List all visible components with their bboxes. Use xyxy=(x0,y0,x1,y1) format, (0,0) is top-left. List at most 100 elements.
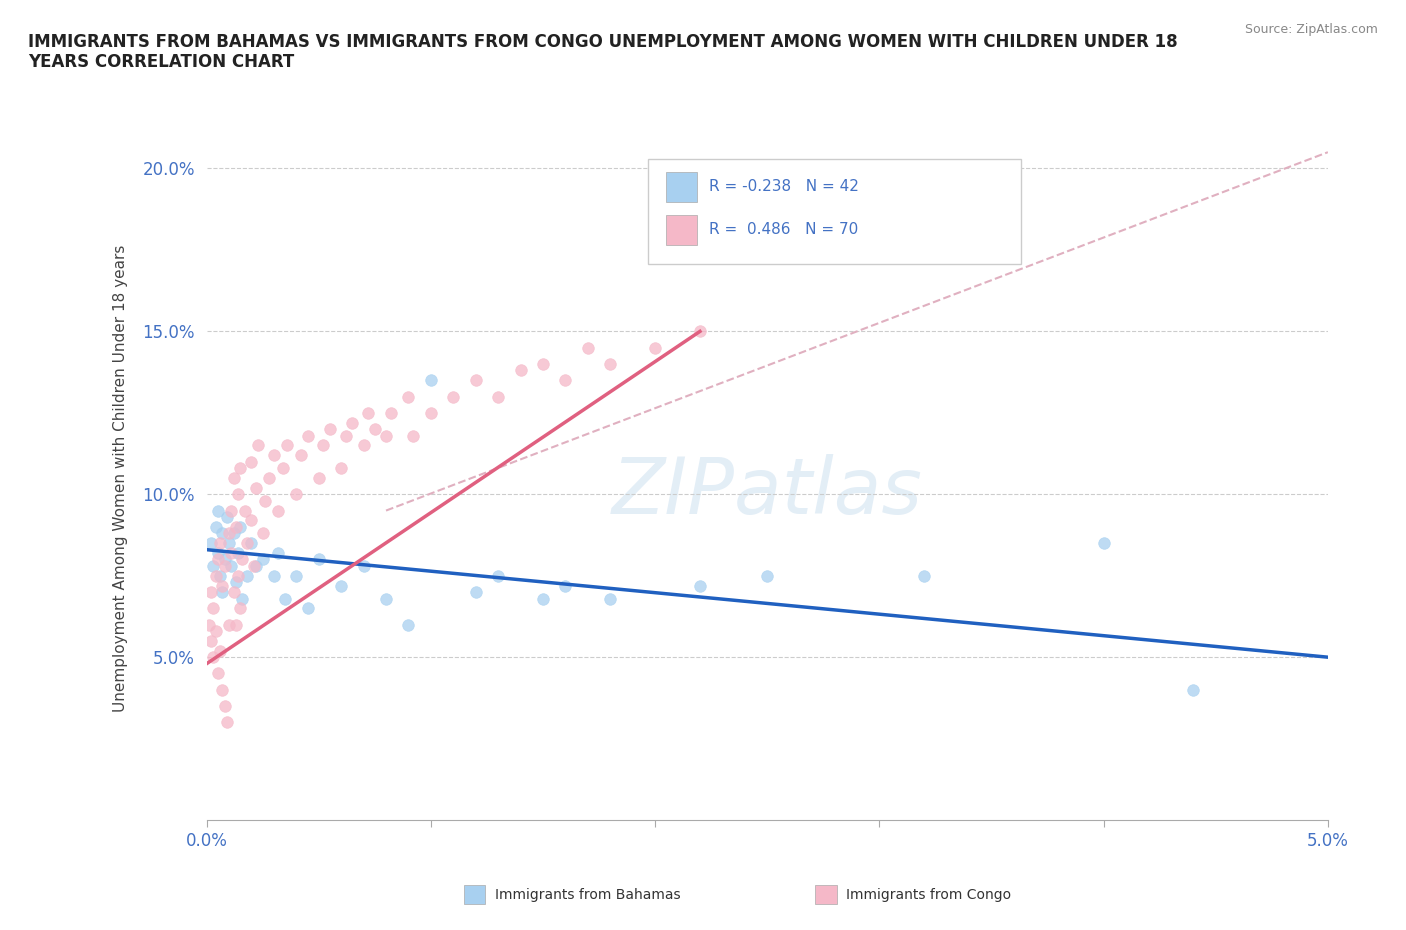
Point xyxy=(211,578,233,593)
Point xyxy=(419,405,441,420)
Point xyxy=(263,447,285,462)
Point xyxy=(222,526,245,541)
Point xyxy=(219,559,242,574)
Point xyxy=(209,536,232,551)
Point xyxy=(240,536,263,551)
Point xyxy=(204,568,226,583)
Point xyxy=(364,421,387,436)
Point xyxy=(353,559,375,574)
Point xyxy=(225,618,247,632)
Point xyxy=(276,438,298,453)
Point xyxy=(207,503,229,518)
Text: Source: ZipAtlas.com: Source: ZipAtlas.com xyxy=(1244,23,1378,36)
Point xyxy=(211,526,233,541)
Point xyxy=(644,340,666,355)
Point xyxy=(207,552,229,567)
Point xyxy=(240,454,263,469)
Point xyxy=(202,601,225,616)
Point xyxy=(335,428,357,443)
Point xyxy=(226,486,249,501)
Point xyxy=(689,324,711,339)
Point xyxy=(214,559,236,574)
Point xyxy=(274,591,297,606)
Point xyxy=(229,460,252,475)
Point xyxy=(290,447,312,462)
Point xyxy=(576,340,599,355)
Point xyxy=(297,428,319,443)
Point xyxy=(330,578,353,593)
Point xyxy=(200,633,222,648)
Point xyxy=(204,624,226,639)
Point xyxy=(211,585,233,600)
Point xyxy=(226,568,249,583)
Point xyxy=(319,421,342,436)
Point xyxy=(204,520,226,535)
Point xyxy=(231,591,253,606)
Point xyxy=(202,559,225,574)
Point xyxy=(554,373,576,388)
Text: R = -0.238   N = 42: R = -0.238 N = 42 xyxy=(709,179,859,194)
Point xyxy=(215,715,238,730)
Point xyxy=(486,568,509,583)
Point xyxy=(912,568,935,583)
Point xyxy=(1182,683,1205,698)
Point xyxy=(599,591,621,606)
Point xyxy=(242,559,264,574)
Point xyxy=(207,546,229,561)
Point xyxy=(297,601,319,616)
Text: Immigrants from Bahamas: Immigrants from Bahamas xyxy=(495,887,681,902)
Point xyxy=(236,568,259,583)
Point xyxy=(240,513,263,528)
Point xyxy=(209,644,232,658)
Point xyxy=(200,585,222,600)
Point xyxy=(215,510,238,525)
Point xyxy=(312,438,335,453)
Point xyxy=(218,618,240,632)
Point xyxy=(214,698,236,713)
Point xyxy=(285,568,308,583)
Point xyxy=(402,428,425,443)
Point xyxy=(245,559,267,574)
Point xyxy=(271,460,294,475)
Point xyxy=(222,471,245,485)
Point xyxy=(209,568,232,583)
Point xyxy=(267,503,290,518)
Point xyxy=(396,389,419,404)
Point xyxy=(285,486,308,501)
Text: Immigrants from Congo: Immigrants from Congo xyxy=(846,887,1011,902)
Point xyxy=(380,405,402,420)
Point xyxy=(229,520,252,535)
Point xyxy=(689,578,711,593)
Point xyxy=(202,650,225,665)
Point xyxy=(554,578,576,593)
Point xyxy=(207,666,229,681)
Point xyxy=(252,526,274,541)
Point xyxy=(756,568,779,583)
Point xyxy=(267,546,290,561)
Text: ZIPatlas: ZIPatlas xyxy=(612,454,922,530)
Text: IMMIGRANTS FROM BAHAMAS VS IMMIGRANTS FROM CONGO UNEMPLOYMENT AMONG WOMEN WITH C: IMMIGRANTS FROM BAHAMAS VS IMMIGRANTS FR… xyxy=(28,33,1178,72)
Point xyxy=(396,618,419,632)
Point xyxy=(225,520,247,535)
Point xyxy=(259,471,281,485)
Point xyxy=(226,546,249,561)
Point xyxy=(247,438,270,453)
Point xyxy=(486,389,509,404)
Point xyxy=(218,526,240,541)
Point xyxy=(531,591,554,606)
Point xyxy=(330,460,353,475)
Point xyxy=(375,591,398,606)
Point xyxy=(464,585,486,600)
Point xyxy=(200,536,222,551)
Point xyxy=(342,415,364,430)
Point xyxy=(353,438,375,453)
Point xyxy=(253,493,276,508)
Point xyxy=(375,428,398,443)
Point xyxy=(222,585,245,600)
Text: R =  0.486   N = 70: R = 0.486 N = 70 xyxy=(709,222,858,237)
Point xyxy=(357,405,380,420)
Point xyxy=(245,480,267,495)
Point xyxy=(308,471,330,485)
Point xyxy=(219,546,242,561)
Point xyxy=(509,363,531,378)
